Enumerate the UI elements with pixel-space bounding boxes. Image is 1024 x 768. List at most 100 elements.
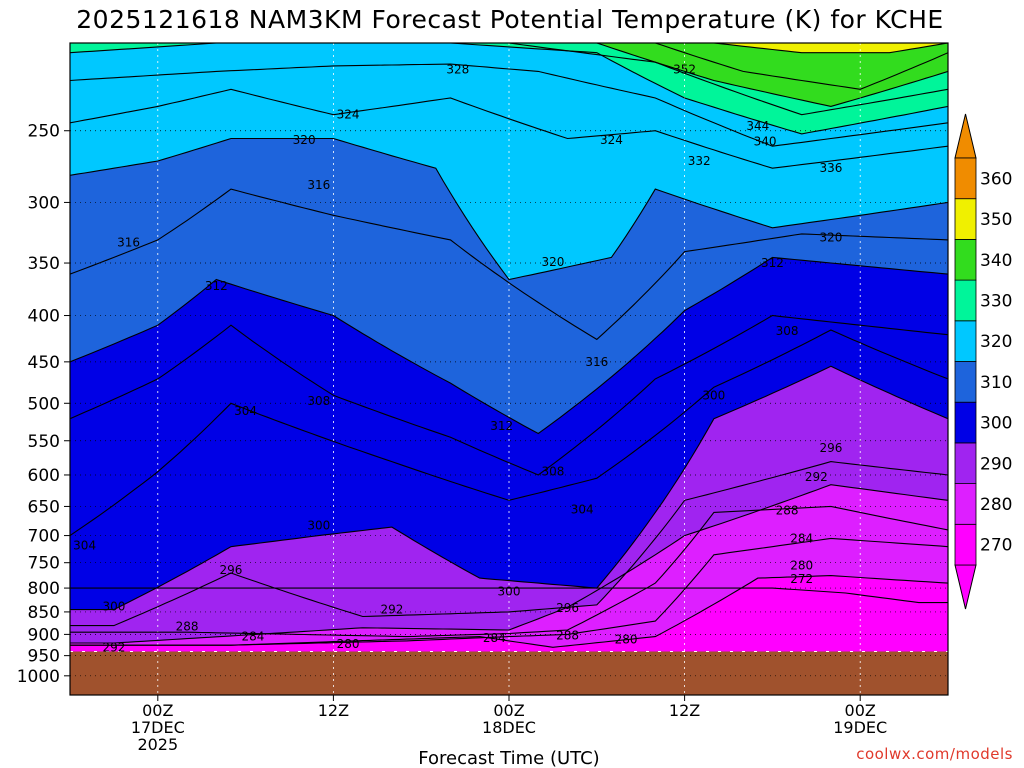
x-tick-label: 00Z: [142, 701, 173, 720]
isentrope-label: 328: [446, 63, 469, 77]
isentrope-308: [70, 314, 948, 476]
colorbar-swatch: [954, 238, 977, 281]
y-tick-label: 700: [28, 527, 60, 547]
isentrope-label: 288: [556, 629, 579, 643]
colorbar-swatch: [954, 279, 977, 322]
isentrope-label: 304: [73, 539, 96, 553]
y-tick-label: 650: [28, 497, 60, 517]
isentrope-label: 284: [790, 531, 813, 545]
y-axis: 2503003504004505005506006507007508008509…: [17, 122, 70, 687]
isentrope-label: 296: [556, 601, 579, 615]
contour-fill-band: [70, 257, 948, 475]
x-tick-label: 00Z: [845, 701, 876, 720]
contour-fill-band: [70, 366, 948, 626]
isentrope-label: 292: [102, 640, 125, 654]
colorbar-swatch: [954, 320, 977, 362]
isentrope-label: 312: [761, 256, 784, 270]
contour-fill-band: [70, 89, 948, 280]
contour-fill-band: [70, 43, 948, 90]
isentrope-label: 352: [673, 63, 696, 77]
isentrope-284: [70, 537, 948, 646]
contour-fill-band: [70, 138, 948, 340]
x-tick-label: 12Z: [318, 701, 349, 720]
contour-fill-band: [70, 330, 948, 610]
x-tick-label: 19DEC: [833, 718, 887, 737]
y-tick-label: 800: [28, 579, 60, 599]
isentrope-label: 288: [776, 504, 799, 518]
isentrope-label: 300: [702, 388, 725, 402]
isentrope-272: [70, 587, 948, 604]
colorbar-label: 310: [980, 373, 1012, 393]
isentrope-label: 340: [754, 135, 777, 149]
isentrope-label: 336: [819, 161, 842, 175]
colorbar-swatch: [954, 157, 977, 200]
isentrope-label: 324: [600, 133, 623, 147]
colorbar-swatch: [954, 198, 977, 240]
y-tick-label: 500: [28, 394, 60, 414]
isentrope-296: [70, 461, 948, 627]
grid-lines: [70, 43, 948, 695]
contour-fill-band: [70, 189, 948, 434]
isentrope-324: [70, 88, 948, 169]
contour-fill-band: [70, 506, 948, 646]
isentrope-label: 280: [615, 633, 638, 647]
colorbar-swatch: [954, 401, 977, 444]
isentrope-lines: [70, 43, 948, 648]
isentrope-label: 292: [805, 470, 828, 484]
y-tick-label: 750: [28, 554, 60, 574]
y-tick-label: 950: [28, 647, 60, 667]
isentrope-344: [70, 43, 948, 90]
x-tick-label: 18DEC: [482, 718, 536, 737]
isentrope-label: 312: [490, 419, 513, 433]
x-tick-label: 12Z: [669, 701, 700, 720]
isentrope-label: 316: [117, 235, 140, 249]
contour-fill-band: [70, 315, 948, 536]
y-tick-label: 600: [28, 466, 60, 486]
isentrope-292: [70, 484, 948, 644]
x-tick-label: 17DEC: [131, 718, 185, 737]
isentrope-label: 300: [102, 599, 125, 613]
isentrope-label: 320: [293, 133, 316, 147]
isentrope-label: 324: [337, 108, 360, 122]
isentrope-labels: 328 352 324 344 320 324 340 332 336 316 316 320 320 3…: [73, 63, 842, 655]
colorbar-label: 350: [980, 210, 1012, 230]
x-tick-label: 2025: [137, 735, 178, 754]
isentrope-label: 320: [541, 255, 564, 269]
contour-fill-band: [70, 461, 948, 643]
isentrope-label: 296: [220, 563, 243, 577]
y-tick-label: 300: [28, 193, 60, 213]
y-tick-label: 400: [28, 307, 60, 327]
colorbar-swatch: [954, 361, 977, 403]
isentrope-label: 300: [498, 585, 521, 599]
colorbar-swatch: [954, 483, 977, 525]
colorbar-min-arrow: [954, 564, 977, 610]
colorbar-swatch: [954, 442, 977, 484]
isentrope-340: [70, 43, 948, 107]
y-tick-label: 550: [28, 432, 60, 452]
isentrope-label: 316: [585, 355, 608, 369]
isentrope-label: 320: [819, 231, 842, 245]
isentrope-label: 308: [776, 324, 799, 338]
isentrope-label: 280: [337, 637, 360, 651]
y-tick-label: 1000: [17, 667, 60, 687]
isentrope-288: [70, 505, 948, 638]
isentrope-328: [70, 63, 948, 147]
contour-fill-band: [70, 538, 948, 648]
contour-fill-band: [70, 43, 948, 134]
colorbar-label: 270: [980, 536, 1012, 556]
isentrope-300: [70, 365, 948, 611]
isentrope-304: [70, 329, 948, 537]
isentrope-label: 316: [307, 178, 330, 192]
isentrope-label: 304: [234, 404, 257, 418]
y-tick-label: 850: [28, 603, 60, 623]
colorbar-swatch: [954, 523, 977, 566]
y-tick-label: 900: [28, 625, 60, 645]
contour-fill-band: [70, 43, 948, 147]
x-axis-title: Forecast Time (UTC): [418, 748, 599, 768]
colorbar-label: 280: [980, 495, 1012, 515]
isentrope-label: 296: [819, 441, 842, 455]
chart-title: 2025121618 NAM3KM Forecast Potential Tem…: [76, 5, 943, 34]
isentrope-label: 332: [688, 154, 711, 168]
isentrope-label: 304: [571, 502, 594, 516]
